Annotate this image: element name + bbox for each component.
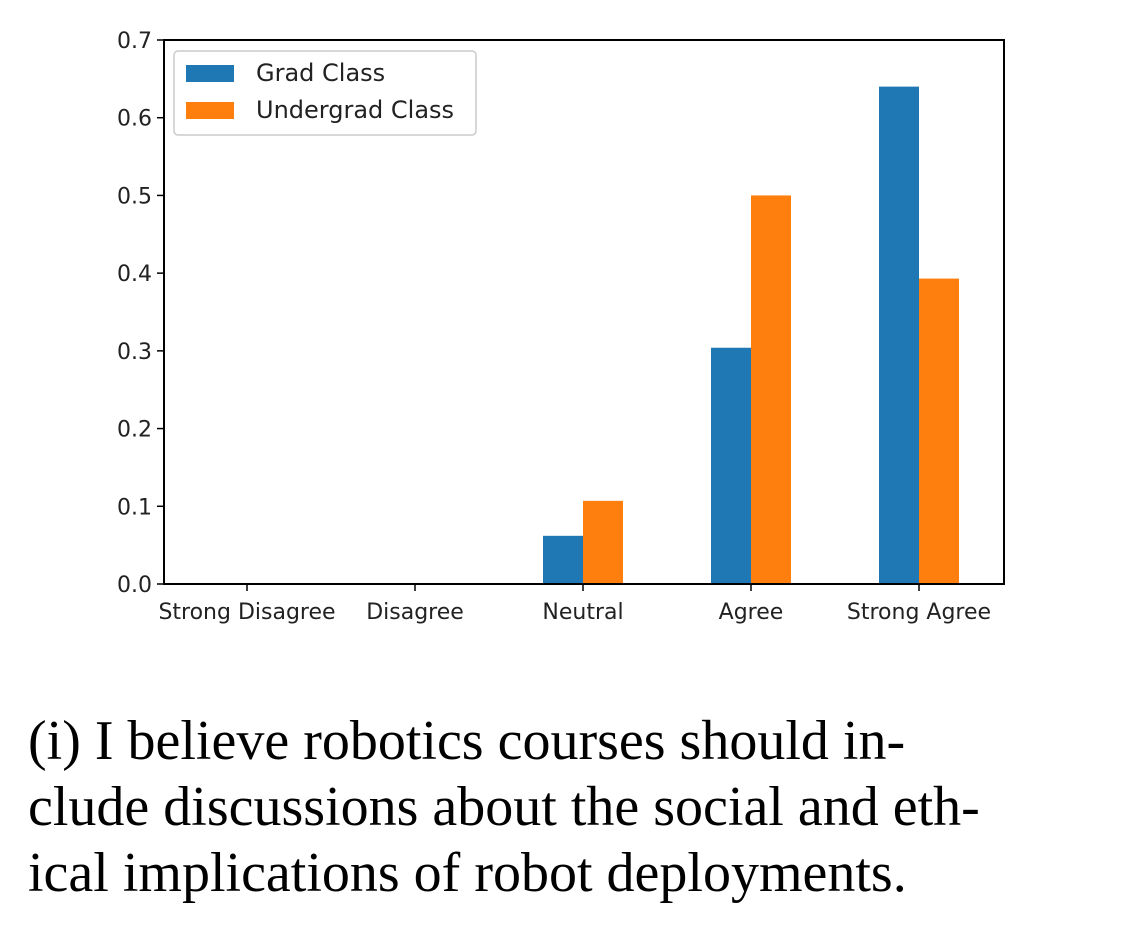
plot-frame — [163, 39, 1005, 585]
caption-line-1: (i) I believe robotics courses should in… — [28, 710, 906, 772]
legend-frame — [173, 50, 477, 136]
caption-line-2: clude discussions about the social and e… — [28, 776, 980, 838]
bar-grad-strong-agree — [879, 86, 919, 584]
x-axis: Strong Disagree Disagree Neutral Agree Stron… — [158, 584, 991, 625]
x-tick-label: Strong Disagree — [158, 600, 335, 625]
y-tick-label: 0.1 — [117, 495, 152, 520]
bar-grad-agree — [711, 347, 751, 584]
legend-swatch-undergrad — [186, 102, 234, 119]
bar-undergrad-strong-agree — [919, 278, 959, 584]
legend: Grad Class Undergrad Class — [173, 50, 477, 136]
legend-swatch-grad — [186, 65, 234, 82]
legend-label-undergrad: Undergrad Class — [256, 96, 454, 124]
legend-label-grad: Grad Class — [256, 59, 385, 87]
y-axis: 0.0 0.1 0.2 0.3 0.4 0.5 0.6 0.7 — [117, 29, 164, 598]
y-tick-label: 0.6 — [117, 107, 152, 132]
y-tick-label: 0.7 — [117, 29, 152, 54]
y-tick-label: 0.4 — [117, 262, 152, 287]
caption-line-3: ical implications of robot deployments. — [28, 842, 907, 904]
bar-grad-neutral — [543, 535, 583, 584]
x-tick-label: Strong Agree — [847, 600, 991, 625]
bar-chart: 0.0 0.1 0.2 0.3 0.4 0.5 0.6 0.7 Strong Disagree… — [117, 29, 1005, 625]
x-tick-label: Agree — [719, 600, 784, 625]
y-tick-label: 0.3 — [117, 340, 152, 365]
y-tick-label: 0.0 — [117, 573, 152, 598]
x-tick-label: Disagree — [366, 600, 464, 625]
bar-undergrad-neutral — [583, 500, 623, 584]
bars-group — [543, 86, 959, 584]
y-tick-label: 0.5 — [117, 184, 152, 209]
y-tick-label: 0.2 — [117, 418, 152, 443]
figure-caption: (i) I believe robotics courses should in… — [28, 708, 1106, 906]
bar-undergrad-agree — [751, 195, 791, 584]
x-tick-label: Neutral — [542, 600, 623, 625]
